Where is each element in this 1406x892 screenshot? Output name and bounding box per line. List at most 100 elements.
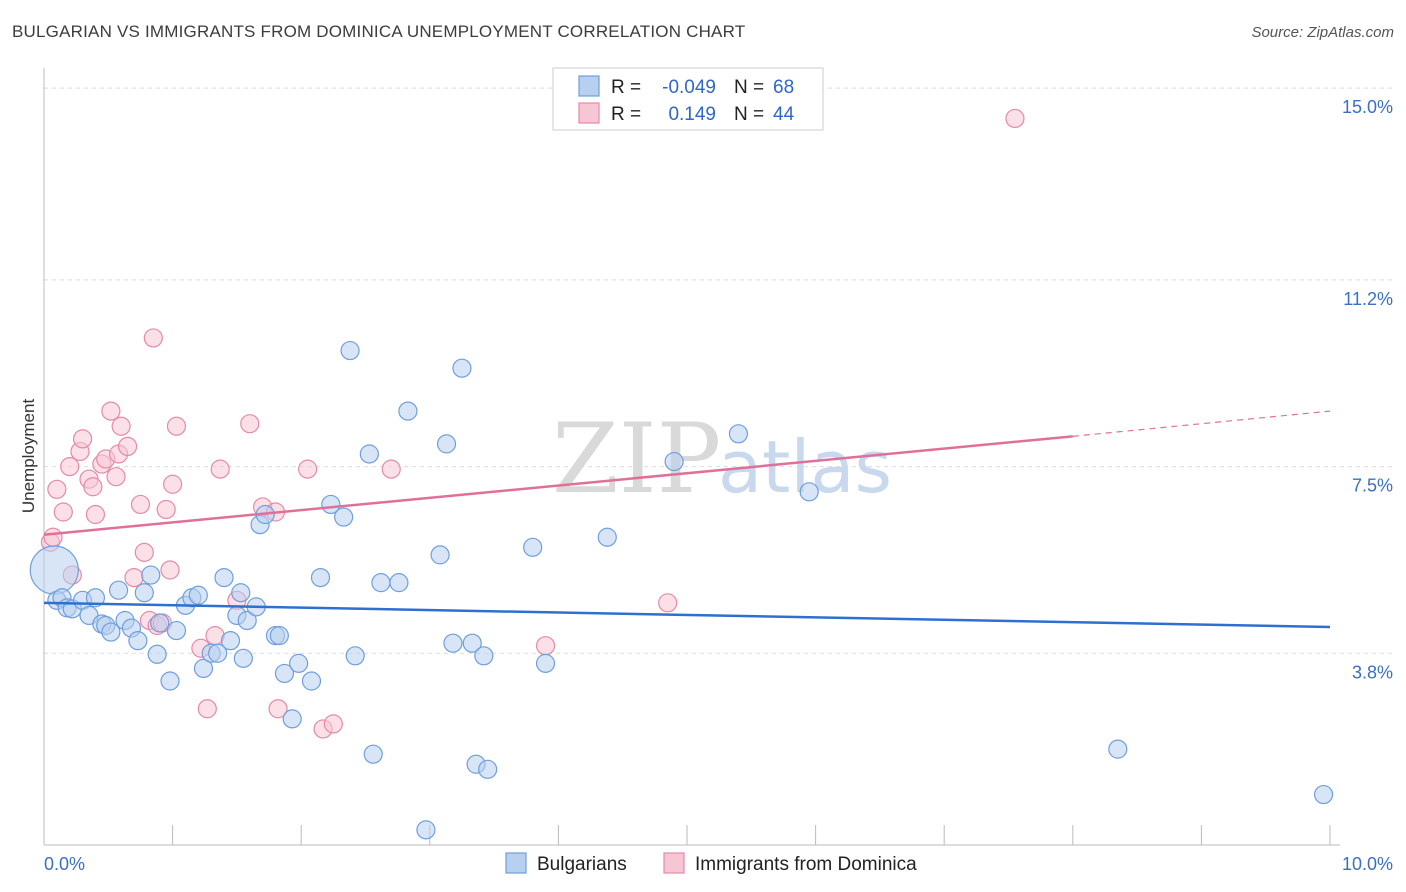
series-immigrants-from-dominica xyxy=(40,108,1025,739)
dominica-point-42 xyxy=(535,636,556,656)
legend-r-label-1: R = xyxy=(611,77,641,98)
legend-n-value-2: 44 xyxy=(773,104,795,125)
correlation-legend: R = -0.049 N = 68 R = 0.149 N = 44 xyxy=(552,67,824,131)
dominica-point-1 xyxy=(43,527,63,547)
watermark-zip: ZIP xyxy=(552,403,721,515)
dominica-point-37 xyxy=(268,699,288,719)
bulgarians-point-52 xyxy=(416,820,436,840)
bulgarians-point-40 xyxy=(289,653,309,673)
x-tick-label-max: 10.0% xyxy=(1342,854,1393,874)
dominica-point-2 xyxy=(47,479,67,499)
trend-lines xyxy=(43,410,1331,629)
bulgarians-point-44 xyxy=(334,507,354,527)
bulgarians-point-14 xyxy=(128,631,148,651)
dominica-point-17 xyxy=(117,436,138,457)
legend-r-label-2: R = xyxy=(611,104,641,125)
bottom-legend-swatch-pink xyxy=(663,852,685,874)
dominica-point-7 xyxy=(72,429,93,449)
bulgarians-point-30 xyxy=(231,583,251,603)
bulgarians-point-41 xyxy=(301,671,322,691)
bulgarians-point-27 xyxy=(214,567,234,588)
dominica-point-43 xyxy=(658,593,678,613)
dominica-point-10 xyxy=(85,504,106,525)
bulgarians-point-62 xyxy=(535,653,556,673)
legend-swatch-blue xyxy=(578,75,600,97)
bulgarians-point-66 xyxy=(799,482,819,502)
legend-n-value-1: 68 xyxy=(773,77,794,98)
bulgarians-point-55 xyxy=(443,633,463,653)
bulgarians-point-42 xyxy=(310,567,331,588)
dominica-point-38 xyxy=(298,459,318,479)
bulgarians-point-11 xyxy=(108,580,129,600)
dominica-point-25 xyxy=(156,499,176,520)
bulgarians-point-65 xyxy=(728,424,749,444)
dominica-point-20 xyxy=(134,542,154,562)
dominica-point-18 xyxy=(124,567,144,588)
bulgarians-point-39 xyxy=(282,709,302,729)
legend-r-value-2: 0.149 xyxy=(668,104,716,125)
series-bulgarians xyxy=(29,340,1334,840)
bulgarians-point-0 xyxy=(29,545,79,595)
bulgarians-point-61 xyxy=(523,537,543,557)
legend-r-value-1: -0.049 xyxy=(662,77,716,98)
dominica-point-34 xyxy=(240,414,260,434)
dominica-point-27 xyxy=(163,474,183,494)
trend-line-dominica xyxy=(43,435,1073,536)
bulgarians-point-26 xyxy=(208,643,228,663)
bulgarians-point-63 xyxy=(597,527,617,547)
bulgarians-point-50 xyxy=(389,573,409,593)
bulgarians-point-46 xyxy=(345,646,365,666)
bulgarians-point-45 xyxy=(340,340,360,361)
dominica-point-26 xyxy=(160,560,180,580)
bulgarians-point-60 xyxy=(478,759,498,779)
trend-line-bulgarians xyxy=(43,601,1331,629)
axes xyxy=(43,68,1340,846)
bottom-legend-label-bulgarians: Bulgarians xyxy=(537,854,627,875)
bulgarians-point-28 xyxy=(220,631,241,651)
dominica-point-16 xyxy=(111,416,131,436)
dominica-point-40 xyxy=(323,714,343,734)
dominica-point-41 xyxy=(381,459,401,479)
legend-n-label-2: N = xyxy=(734,104,764,125)
series-legend: Bulgarians Immigrants from Dominica xyxy=(505,852,917,875)
y-tick-label-0: 3.8% xyxy=(1352,662,1393,682)
dominica-point-19 xyxy=(130,494,151,515)
dominica-point-3 xyxy=(53,502,73,522)
trend-line-dominica-extrapolated xyxy=(1072,410,1331,437)
bulgarians-point-64 xyxy=(664,451,684,472)
bulgarians-point-17 xyxy=(147,644,167,664)
y-tick-label-1: 7.5% xyxy=(1352,476,1393,496)
dominica-point-14 xyxy=(106,467,126,487)
gridlines xyxy=(44,87,1392,654)
dominica-point-4 xyxy=(60,456,80,477)
chart-title: BULGARIAN VS IMMIGRANTS FROM DOMINICA UN… xyxy=(12,22,746,41)
y-tick-labels: 3.8% 7.5% 11.2% 15.0% xyxy=(1342,97,1393,682)
bulgarians-point-48 xyxy=(363,744,383,764)
bulgarians-point-19 xyxy=(160,671,180,691)
bulgarians-point-56 xyxy=(452,358,472,378)
dominica-point-44 xyxy=(1005,108,1025,129)
x-ticks xyxy=(172,825,1331,845)
dominica-point-22 xyxy=(143,328,163,348)
dominica-point-32 xyxy=(210,459,230,479)
bulgarians-point-18 xyxy=(150,613,170,633)
y-tick-label-2: 11.2% xyxy=(1343,289,1393,309)
bulgarians-point-68 xyxy=(1313,784,1334,805)
bulgarians-point-32 xyxy=(237,610,257,631)
legend-swatch-pink xyxy=(578,102,600,124)
bulgarians-point-7 xyxy=(85,588,106,608)
bulgarians-point-31 xyxy=(233,648,253,668)
dominica-point-13 xyxy=(101,401,121,421)
bulgarians-point-49 xyxy=(371,573,391,593)
x-tick-label-min: 0.0% xyxy=(44,854,85,874)
bulgarians-point-10 xyxy=(101,622,121,642)
legend-n-label-1: N = xyxy=(734,77,764,98)
watermark: ZIP atlas xyxy=(552,403,892,515)
bulgarians-point-24 xyxy=(193,658,214,679)
bulgarians-point-15 xyxy=(134,583,154,603)
dominica-point-30 xyxy=(197,699,217,719)
dominica-point-9 xyxy=(83,477,103,497)
y-axis-label: Unemployment xyxy=(19,399,38,514)
bulgarians-point-38 xyxy=(274,663,295,684)
